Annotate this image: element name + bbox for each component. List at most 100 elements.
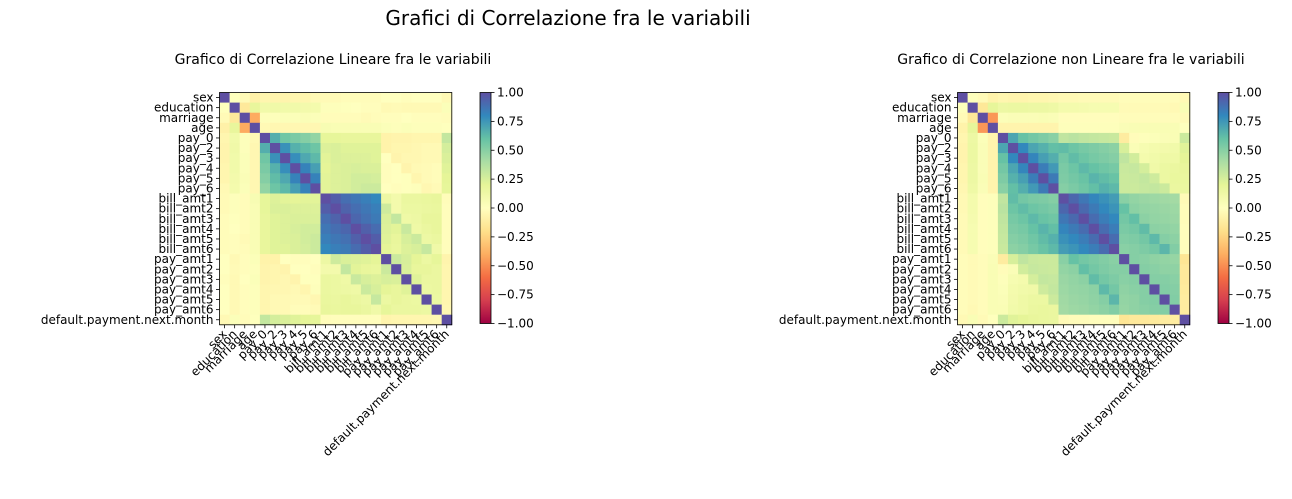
heatmap-cell-pay-amt3-pay-0 xyxy=(997,274,1009,285)
heatmap-cell-pay-0-pay-amt3 xyxy=(401,132,412,144)
heatmap-cell-pay-6-pay-amt6 xyxy=(1169,183,1181,194)
heatmap-cell-pay-6-default-payment-next-month xyxy=(441,183,453,194)
heatmap-cell-bill-amt5-bill-amt2 xyxy=(1068,233,1080,245)
heatmap-cell-pay-amt6-sex xyxy=(219,304,230,316)
heatmap-cell-default-payment-next-month-age xyxy=(987,314,999,326)
heatmap-cell-bill-amt3-education xyxy=(229,213,241,225)
chart-title: Grafico di Correlazione non Lineare fra … xyxy=(897,52,1244,68)
heatmap-cell-default-payment-next-month-pay-4 xyxy=(1028,314,1039,326)
heatmap-cell-default-payment-next-month-education xyxy=(967,314,979,326)
heatmap-cell-bill-amt4-bill-amt2 xyxy=(1068,223,1080,235)
heatmap-cell-pay-amt6-education xyxy=(229,304,241,316)
heatmap-cell-bill-amt1-bill-amt3 xyxy=(1078,193,1090,204)
heatmap-cell-pay-3-pay-amt4 xyxy=(411,153,422,164)
heatmap-cell-bill-amt1-pay-3 xyxy=(280,193,291,204)
heatmap-cell-bill-amt5-bill-amt6 xyxy=(371,233,382,245)
colorbar-tick-label: 1.00 xyxy=(497,86,524,100)
heatmap-cell-bill-amt6-pay-5 xyxy=(300,244,311,255)
heatmap-cell-bill-amt4-bill-amt4 xyxy=(350,223,362,235)
y-tick-label-pay-amt6: pay_amt6 xyxy=(154,303,213,317)
heatmap-cell-default-payment-next-month-pay-amt6 xyxy=(1169,314,1181,326)
heatmap-cell-pay-amt2-pay-5 xyxy=(1038,264,1049,275)
heatmap-cell-bill-amt1-bill-amt2 xyxy=(330,193,342,204)
heatmap-cell-pay-0-pay-2 xyxy=(270,132,281,144)
heatmap-cell-pay-amt4-bill-amt3 xyxy=(1078,284,1090,295)
heatmap-cell-pay-amt2-bill-amt3 xyxy=(340,264,352,275)
heatmap-cell-pay-amt3-education xyxy=(229,274,241,285)
y-tick-label-pay-2: pay_2 xyxy=(916,141,952,155)
heatmap-cell-pay-5-pay-3 xyxy=(1018,173,1029,184)
heatmap-cell-age-pay-amt2 xyxy=(391,122,402,134)
heatmap-cell-pay-3-marriage xyxy=(977,153,989,164)
heatmap-cell-bill-amt5-bill-amt6 xyxy=(1109,233,1120,245)
heatmap-cell-pay-6-bill-amt2 xyxy=(330,183,342,194)
heatmap-cell-pay-0-marriage xyxy=(239,132,251,144)
heatmap-cell-pay-6-sex xyxy=(219,183,230,194)
heatmap-cell-pay-amt6-default-payment-next-month xyxy=(1179,304,1191,316)
y-tick-label-pay-amt3: pay_amt3 xyxy=(154,272,213,286)
heatmap-cell-pay-6-pay-0 xyxy=(259,183,271,194)
heatmap-cell-bill-amt5-default-payment-next-month xyxy=(441,233,453,245)
heatmap-cell-bill-amt3-pay-2 xyxy=(1008,213,1019,225)
heatmap-cell-bill-amt5-pay-amt4 xyxy=(411,233,422,245)
heatmap-cell-bill-amt4-pay-5 xyxy=(300,223,311,235)
heatmap-cell-default-payment-next-month-pay-2 xyxy=(270,314,281,326)
heatmap-cell-age-pay-5 xyxy=(1038,122,1049,134)
heatmap-cell-pay-2-pay-amt5 xyxy=(1159,143,1170,154)
heatmap-cell-age-pay-amt4 xyxy=(411,122,422,134)
heatmap-cell-education-pay-3 xyxy=(1018,102,1029,114)
heatmap-cell-pay-amt6-pay-6 xyxy=(310,304,321,316)
heatmap-cell-pay-0-bill-amt6 xyxy=(371,132,382,144)
heatmap-cell-bill-amt6-sex xyxy=(219,244,230,255)
heatmap-cell-default-payment-next-month-pay-amt6 xyxy=(431,314,443,326)
heatmap-cell-pay-amt4-pay-2 xyxy=(1008,284,1019,295)
heatmap-cell-age-marriage xyxy=(977,122,989,134)
heatmap-cell-default-payment-next-month-pay-5 xyxy=(300,314,311,326)
heatmap-cell-bill-amt5-marriage xyxy=(239,233,251,245)
heatmap-cell-pay-3-pay-4 xyxy=(290,153,301,164)
heatmap-cell-pay-0-default-payment-next-month xyxy=(441,132,453,144)
heatmap-cell-pay-amt3-bill-amt6 xyxy=(1109,274,1120,285)
heatmap-cell-marriage-bill-amt5 xyxy=(1098,112,1110,124)
heatmap-cell-default-payment-next-month-pay-0 xyxy=(997,314,1009,326)
heatmap-cell-sex-pay-amt6 xyxy=(1169,92,1181,103)
colorbar-tick-label: 0.00 xyxy=(497,201,524,215)
heatmap-cell-pay-amt6-bill-amt6 xyxy=(1109,304,1120,316)
heatmap-cell-pay-amt1-bill-amt6 xyxy=(371,254,382,265)
heatmap-cell-marriage-pay-3 xyxy=(280,112,291,124)
heatmap-cell-pay-amt3-pay-3 xyxy=(1018,274,1029,285)
y-tick-label-pay-amt2: pay_amt2 xyxy=(154,262,213,276)
heatmap-cell-bill-amt4-pay-4 xyxy=(290,223,301,235)
heatmap-cell-pay-amt2-bill-amt1 xyxy=(320,264,331,275)
heatmap-cell-bill-amt6-marriage xyxy=(977,244,989,255)
heatmap-cell-pay-6-bill-amt2 xyxy=(1068,183,1080,194)
heatmap-cell-marriage-bill-amt6 xyxy=(1109,112,1120,124)
heatmap-cell-pay-3-bill-amt3 xyxy=(340,153,352,164)
heatmap-cell-pay-4-pay-6 xyxy=(1048,163,1059,174)
heatmap-cell-sex-education xyxy=(229,92,241,103)
heatmap-cell-bill-amt2-pay-amt4 xyxy=(1149,203,1160,215)
heatmap-cell-sex-pay-amt1 xyxy=(1119,92,1130,103)
heatmap-cell-pay-0-pay-amt5 xyxy=(421,132,432,144)
heatmap-cell-pay-amt3-age xyxy=(249,274,261,285)
heatmap-cell-pay-2-bill-amt1 xyxy=(1058,143,1069,154)
heatmap-cell-pay-4-pay-5 xyxy=(1038,163,1049,174)
heatmap-cell-pay-0-pay-4 xyxy=(1028,132,1039,144)
heatmap-cell-pay-amt3-pay-6 xyxy=(310,274,321,285)
heatmap-cell-default-payment-next-month-pay-4 xyxy=(290,314,301,326)
heatmap-cell-pay-amt2-bill-amt6 xyxy=(1109,264,1120,275)
heatmap-cell-pay-amt6-sex xyxy=(957,304,968,316)
heatmap-cell-bill-amt5-bill-amt5 xyxy=(360,233,372,245)
y-tick-label-bill-amt1: bill_amt1 xyxy=(158,192,213,206)
heatmap-cell-bill-amt4-bill-amt3 xyxy=(340,223,352,235)
heatmap-cell-pay-amt5-pay-amt5 xyxy=(421,294,432,305)
heatmap-cell-pay-3-pay-0 xyxy=(997,153,1009,164)
heatmap-cell-pay-4-marriage xyxy=(977,163,989,174)
heatmap-cell-pay-2-bill-amt3 xyxy=(1078,143,1090,154)
heatmap-cell-pay-4-pay-3 xyxy=(280,163,291,174)
heatmap-cell-pay-amt3-sex xyxy=(219,274,230,285)
heatmap-cell-pay-2-pay-3 xyxy=(1018,143,1029,154)
heatmap-cell-bill-amt4-sex xyxy=(957,223,968,235)
heatmap-cell-pay-0-bill-amt4 xyxy=(350,132,362,144)
heatmap-cell-age-bill-amt5 xyxy=(360,122,372,134)
